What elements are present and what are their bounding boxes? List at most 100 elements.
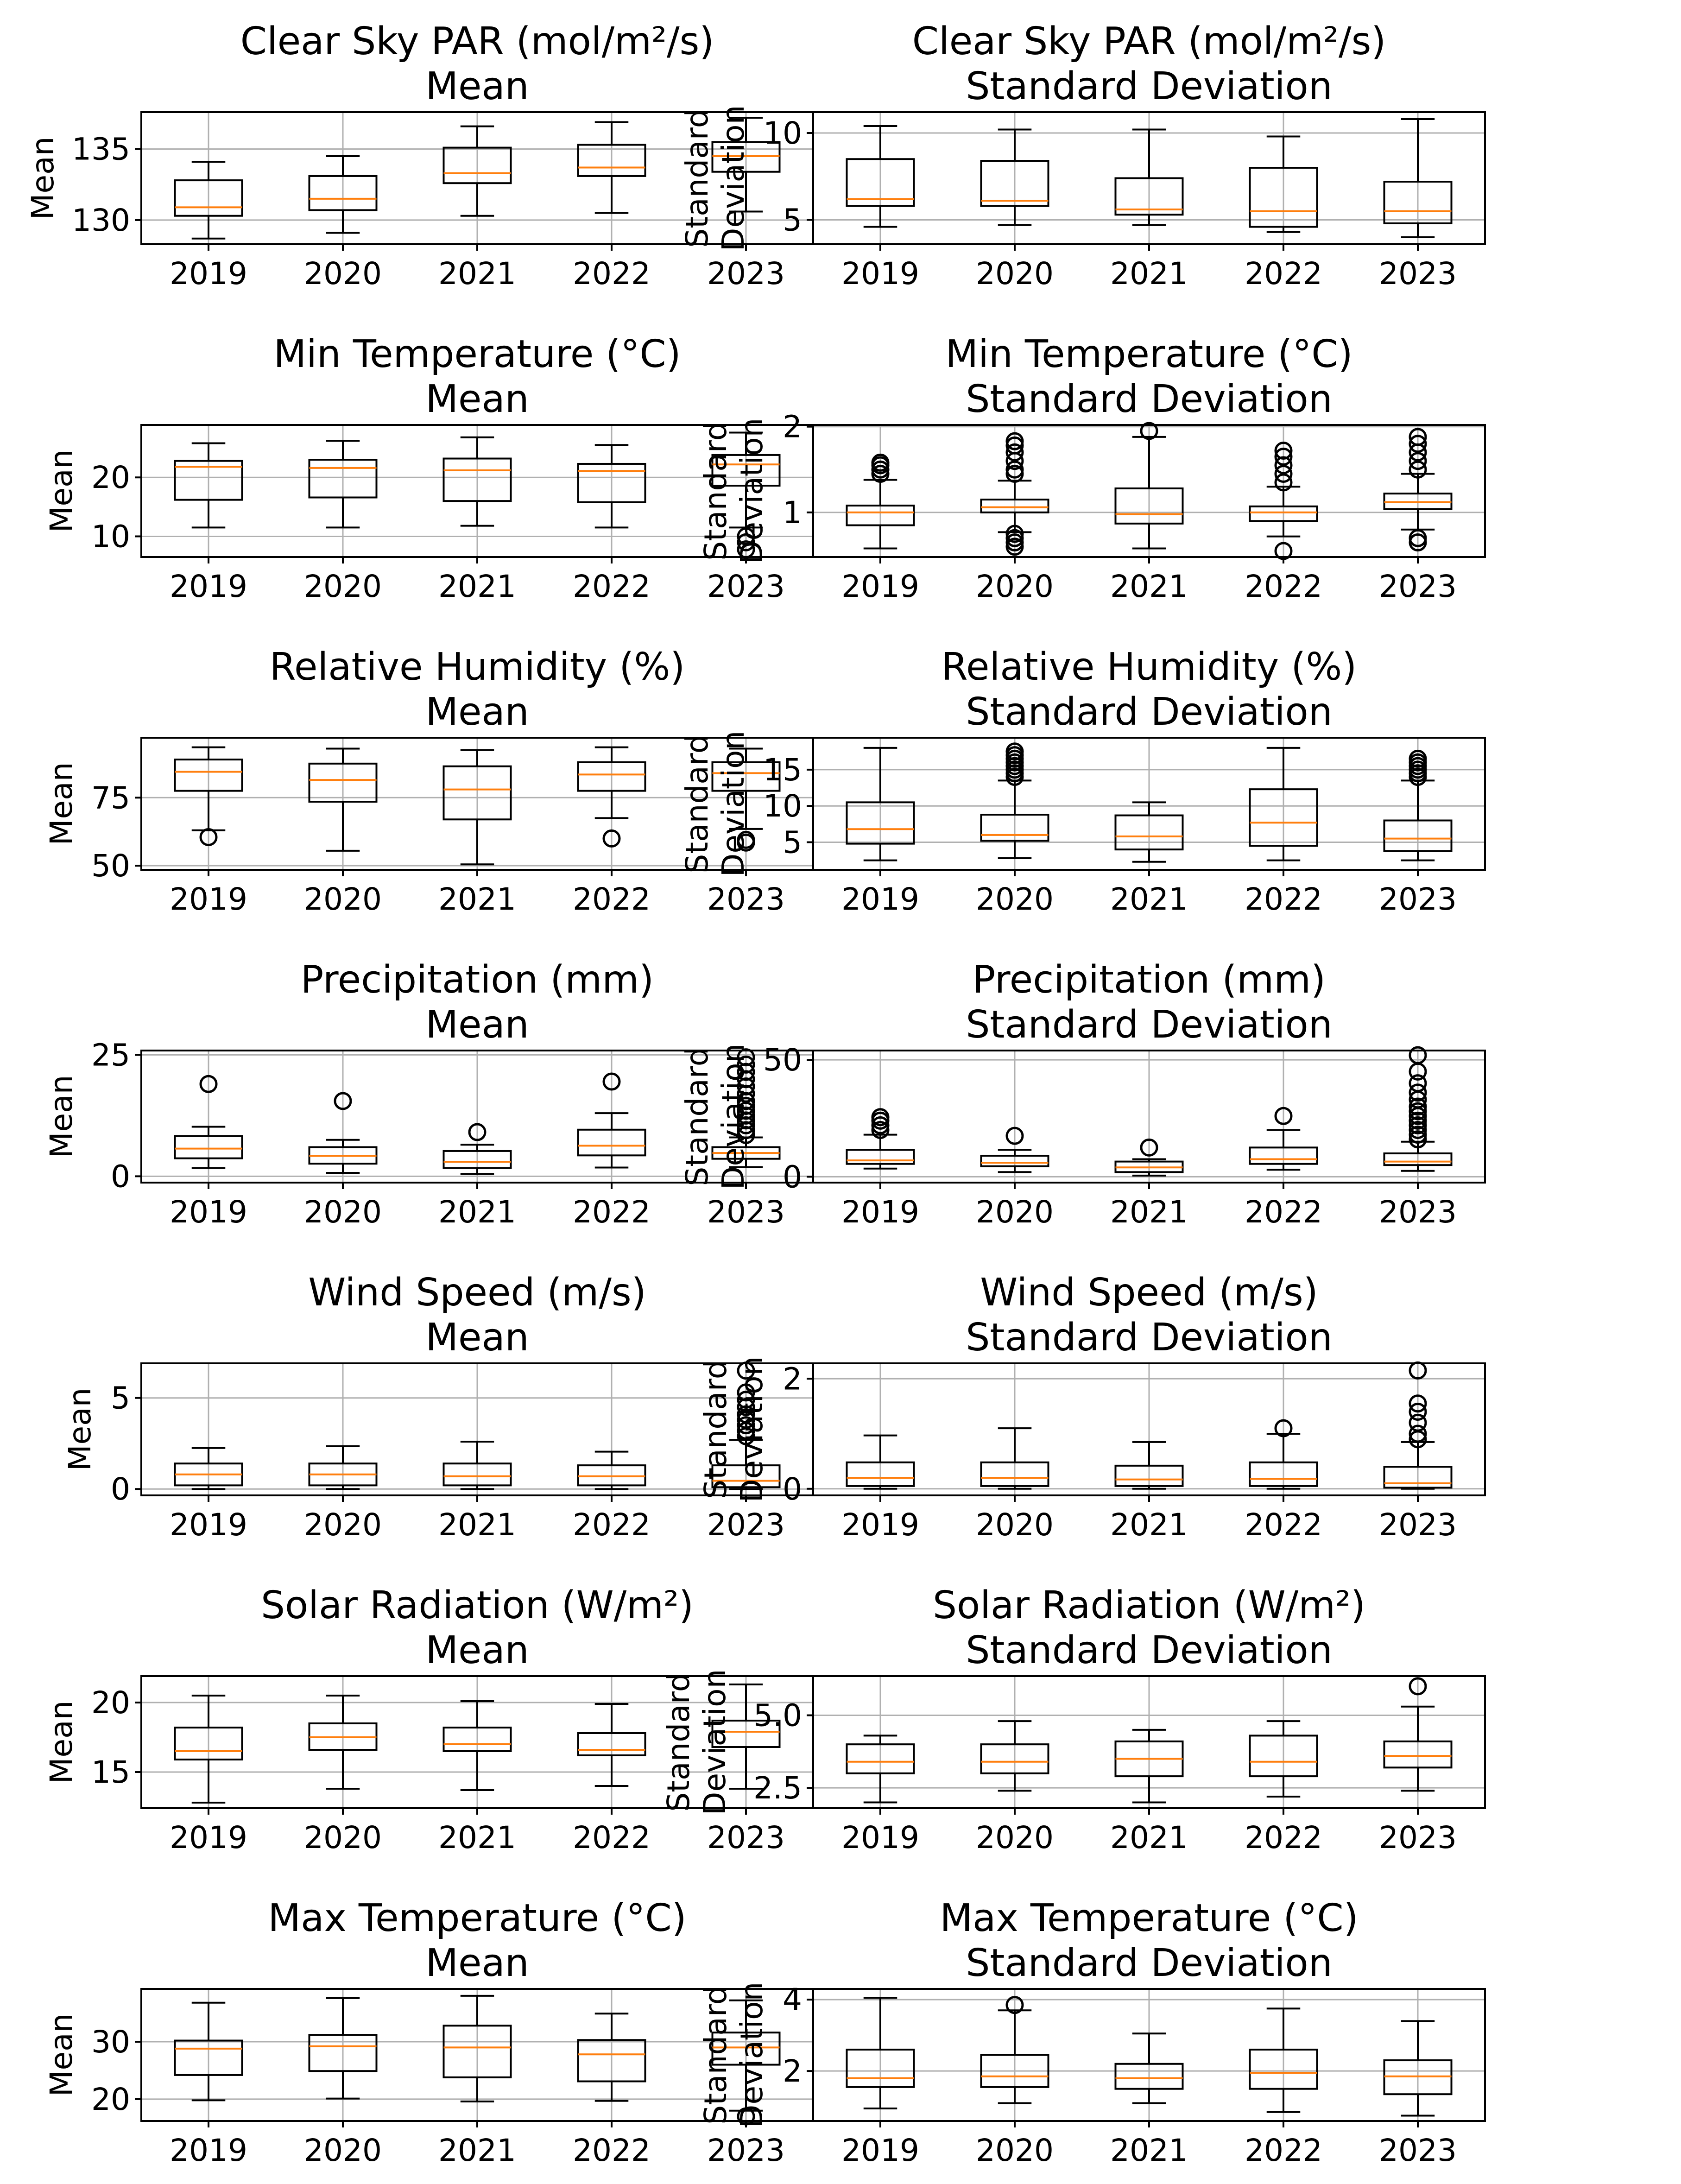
outlier-point <box>468 1123 487 1141</box>
box-2019 <box>174 161 243 240</box>
x-tick-label: 2019 <box>841 881 919 917</box>
box-2022 <box>1249 135 1318 233</box>
iqr-box <box>980 813 1049 842</box>
iqr-box <box>1114 814 1184 851</box>
iqr-box <box>846 158 915 207</box>
panel-title-line2: Mean <box>425 690 529 734</box>
box-2021 <box>1114 128 1184 226</box>
box-2019 <box>846 1434 915 1490</box>
outlier-point <box>199 828 218 846</box>
box-2022 <box>577 746 646 848</box>
box-2022 <box>1249 1107 1318 1171</box>
outlier-point <box>1409 1424 1427 1443</box>
iqr-box <box>577 1128 646 1157</box>
iqr-box <box>980 1743 1049 1774</box>
y-axis-label: Mean <box>25 137 61 220</box>
iqr-box <box>980 2054 1049 2088</box>
box-2021 <box>1114 801 1184 863</box>
box-2020 <box>980 1127 1049 1173</box>
panel-14: Max Temperature (°C)Standard Deviation20… <box>698 1896 1486 2168</box>
panel-title-line2: Mean <box>425 1628 529 1672</box>
x-tick-label: 2021 <box>438 569 516 604</box>
iqr-box <box>1249 505 1318 522</box>
iqr-box <box>577 1732 646 1756</box>
outlier-point <box>737 1048 755 1067</box>
y-tick-label: 15 <box>763 752 802 788</box>
outlier-point <box>334 1092 352 1110</box>
panel-title-line1: Relative Humidity (%) <box>942 645 1357 689</box>
iqr-box <box>1249 788 1318 847</box>
y-axis-label: Standard <box>698 1360 733 1499</box>
panel-title-line2: Standard Deviation <box>966 377 1332 421</box>
iqr-box <box>1249 1146 1318 1165</box>
box-2023 <box>711 1361 781 1490</box>
y-tick-label: 10 <box>91 519 130 554</box>
iqr-box <box>174 179 243 217</box>
box-2019 <box>174 746 243 846</box>
x-tick-label: 2020 <box>304 2133 382 2168</box>
panel-title-line1: Solar Radiation (W/m²) <box>261 1583 694 1627</box>
outlier-point <box>1409 1126 1427 1144</box>
outlier-point <box>737 1092 755 1110</box>
y-axis-label: Deviation <box>715 1044 751 1190</box>
box-2022 <box>1249 2007 1318 2113</box>
y-tick-label: 20 <box>91 460 130 495</box>
x-tick-label: 2022 <box>573 2133 651 2168</box>
outlier-point <box>1409 1046 1427 1064</box>
iqr-box <box>1383 819 1453 852</box>
x-tick-label: 2022 <box>573 1820 651 1855</box>
x-tick-label: 2021 <box>438 256 516 291</box>
outlier-point <box>737 1101 755 1120</box>
outlier-point <box>737 1398 755 1416</box>
outlier-point <box>1409 1403 1427 1421</box>
box-2023 <box>711 1048 781 1168</box>
outlier-point <box>737 833 755 852</box>
outlier-point <box>737 1391 755 1409</box>
box-2019 <box>846 1108 915 1170</box>
y-tick-label: 2 <box>783 1361 802 1397</box>
iqr-box <box>846 1461 915 1487</box>
box-2021 <box>442 125 512 217</box>
panel-2: Clear Sky PAR (mol/m²/s)Standard Deviati… <box>679 19 1486 291</box>
outlier-point <box>737 1063 755 1081</box>
x-tick-label: 2022 <box>573 1507 651 1543</box>
y-axis-label: Mean <box>44 762 79 846</box>
x-tick-label: 2019 <box>170 569 247 604</box>
x-tick-label: 2022 <box>573 569 651 604</box>
iqr-box <box>174 1135 243 1159</box>
x-tick-label: 2021 <box>1110 881 1188 917</box>
panel-8: Precipitation (mm)Standard Deviation2019… <box>679 958 1486 1230</box>
iqr-box <box>711 454 781 487</box>
box-2023 <box>1383 1361 1453 1490</box>
x-tick-label: 2021 <box>438 2133 516 2168</box>
outlier-point <box>737 1383 755 1402</box>
outlier-point <box>1409 435 1427 453</box>
y-tick-label: 5.0 <box>753 1698 802 1734</box>
box-2020 <box>980 1720 1049 1792</box>
box-2019 <box>174 1695 243 1804</box>
x-tick-label: 2020 <box>304 1194 382 1230</box>
x-tick-label: 2020 <box>976 1194 1054 1230</box>
y-tick-label: 10 <box>763 115 802 151</box>
box-2020 <box>980 432 1049 556</box>
y-tick-label: 0 <box>783 1159 802 1195</box>
iqr-box <box>1249 1735 1318 1778</box>
box-2021 <box>1114 1441 1184 1490</box>
x-tick-label: 2020 <box>976 1507 1054 1543</box>
outlier-point <box>1409 529 1427 547</box>
x-tick-label: 2020 <box>304 881 382 917</box>
box-2022 <box>577 1450 646 1490</box>
x-tick-label: 2020 <box>976 256 1054 291</box>
outlier-point <box>1409 1097 1427 1116</box>
iqr-box <box>980 1461 1049 1487</box>
outlier-point <box>1274 473 1293 492</box>
y-axis-label: Standard <box>698 421 733 560</box>
panel-6: Relative Humidity (%)Standard Deviation2… <box>679 645 1486 917</box>
outlier-point <box>1409 460 1427 479</box>
box-2022 <box>1249 1419 1318 1490</box>
y-tick-label: 15 <box>91 1754 130 1790</box>
